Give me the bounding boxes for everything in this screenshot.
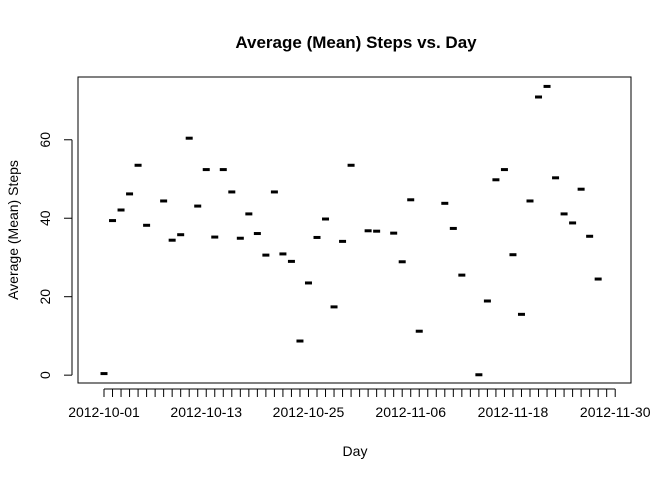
x-tick-label: 2012-10-25 <box>273 404 345 420</box>
x-tick-label: 2012-11-30 <box>580 404 651 420</box>
chart-title: Average (Mean) Steps vs. Day <box>235 33 477 52</box>
x-tick-label: 2012-11-06 <box>375 404 446 420</box>
x-tick-label: 2012-10-01 <box>68 404 140 420</box>
y-tick-label: 20 <box>37 289 53 305</box>
y-axis-label: Average (Mean) Steps <box>5 160 21 300</box>
y-tick-label: 0 <box>37 371 53 379</box>
x-axis: 2012-10-01 2012-10-13 2012-10-25 2012-11-06… <box>68 388 651 420</box>
x-tick-label: 2012-11-18 <box>478 404 549 420</box>
y-tick-label: 60 <box>37 132 53 148</box>
x-axis-label: Day <box>343 443 368 459</box>
y-tick-label: 40 <box>37 210 53 226</box>
y-axis: 0 20 40 60 <box>37 132 73 379</box>
x-tick-label: 2012-10-13 <box>170 404 242 420</box>
data-points <box>100 84 602 377</box>
plot-frame <box>77 76 632 384</box>
